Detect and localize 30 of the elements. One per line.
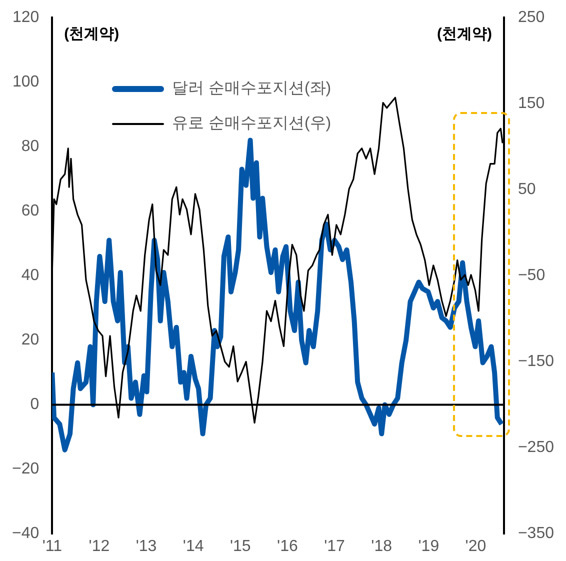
- y2-axis-title: (천계약): [436, 26, 492, 43]
- y-tick-label: −40: [12, 525, 40, 542]
- y2-tick-label: −50: [518, 267, 546, 284]
- x-tick-label: '19: [418, 538, 440, 555]
- y-tick-label: 0: [30, 396, 40, 414]
- y2-tick-label: 50: [518, 181, 536, 198]
- x-tick-label: '17: [324, 538, 346, 555]
- x-tick-label: '15: [230, 538, 251, 555]
- y2-tick-label: −150: [518, 353, 554, 370]
- x-tick-label: '20: [465, 538, 486, 555]
- y-tick-label: 40: [21, 267, 40, 284]
- y-tick-label: 100: [12, 74, 40, 91]
- legend-label: 유로 순매수포지션(우): [172, 114, 332, 134]
- x-tick-label: '14: [182, 538, 204, 555]
- y-tick-label: 120: [12, 9, 40, 26]
- y-tick-label: 20: [21, 332, 40, 349]
- x-tick-label: '12: [88, 538, 110, 555]
- x-tick-label: '13: [136, 538, 157, 555]
- y2-tick-label: −250: [518, 439, 554, 456]
- y-axis-title: (천계약): [64, 26, 120, 43]
- y-tick-label: 80: [21, 138, 40, 156]
- y-tick-label: −20: [12, 460, 40, 478]
- y2-tick-label: −350: [518, 525, 554, 542]
- legend-label: 달러 순매수포지션(좌): [172, 79, 332, 99]
- x-tick-label: '16: [277, 538, 298, 555]
- y2-tick-label: 250: [518, 9, 545, 26]
- x-tick-label: '18: [371, 538, 392, 555]
- x-tick-label: '11: [42, 538, 62, 555]
- y2-tick-label: 150: [518, 95, 545, 112]
- y-tick-label: 60: [21, 202, 40, 220]
